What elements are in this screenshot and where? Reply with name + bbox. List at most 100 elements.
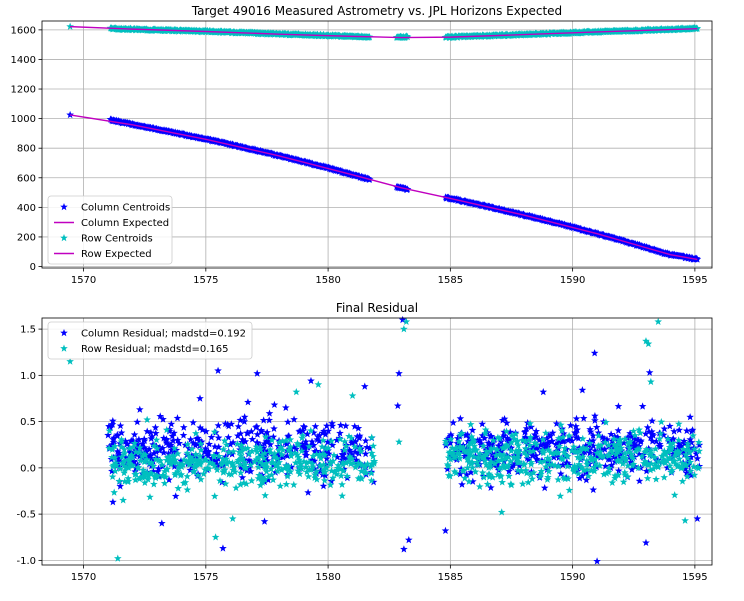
data-point: [303, 430, 312, 438]
data-point: [121, 437, 130, 445]
data-point: [262, 467, 271, 475]
data-point: [467, 438, 475, 446]
data-point: [536, 441, 545, 449]
data-point: [304, 488, 312, 496]
data-point: [214, 366, 222, 374]
data-point: [108, 420, 117, 428]
data-point: [238, 444, 246, 452]
x-tick-label: 1585: [438, 275, 463, 286]
data-point: [214, 433, 223, 442]
data-point: [324, 449, 333, 458]
data-point: [211, 442, 219, 450]
data-point: [197, 446, 205, 454]
data-point: [104, 431, 112, 439]
data-point: [291, 449, 300, 457]
data-point: [614, 456, 622, 464]
data-point: [183, 472, 192, 480]
data-point: [369, 478, 378, 486]
data-point: [170, 429, 178, 437]
data-point: [183, 440, 192, 448]
data-point: [621, 454, 630, 462]
data-point: [138, 473, 146, 481]
data-point: [238, 438, 246, 446]
data-point: [130, 430, 139, 438]
data-point: [445, 449, 454, 457]
data-point: [666, 422, 674, 430]
data-point: [117, 437, 126, 446]
data-point: [621, 456, 630, 464]
data-point: [200, 455, 209, 464]
data-point: [681, 516, 689, 524]
data-point: [161, 472, 170, 481]
data-point: [476, 449, 484, 458]
data-point: [116, 464, 125, 472]
data-point: [627, 458, 635, 466]
data-point: [623, 433, 632, 442]
data-point: [262, 459, 271, 467]
legend-box: [47, 321, 253, 360]
plot-marks: [66, 315, 704, 565]
data-point: [211, 533, 220, 541]
data-point: [480, 473, 488, 481]
data-point: [453, 434, 462, 442]
data-point: [217, 460, 226, 468]
data-point: [328, 419, 336, 427]
data-point: [311, 422, 320, 430]
data-point: [242, 479, 251, 488]
data-point: [258, 478, 267, 486]
data-point: [320, 427, 328, 435]
data-point: [175, 460, 184, 469]
data-point: [295, 427, 303, 435]
data-point: [693, 24, 702, 32]
data-point: [464, 441, 473, 449]
data-point: [151, 455, 160, 463]
data-point: [212, 462, 221, 471]
data-point: [125, 460, 133, 468]
data-point: [208, 457, 216, 465]
data-point: [594, 431, 603, 440]
data-point: [576, 447, 584, 455]
data-point: [145, 459, 154, 467]
data-point: [363, 459, 372, 468]
data-point: [278, 437, 287, 445]
data-point: [367, 433, 376, 441]
data-point: [636, 429, 645, 437]
data-point: [450, 452, 458, 460]
data-point: [507, 446, 516, 455]
data-point: [216, 476, 224, 485]
data-point: [361, 449, 370, 458]
data-point: [686, 467, 695, 475]
data-point: [242, 464, 250, 472]
data-point: [336, 429, 344, 437]
data-point: [512, 447, 520, 455]
data-point: [308, 460, 317, 468]
data-point: [467, 432, 476, 441]
data-point: [201, 465, 209, 474]
data-point: [356, 473, 365, 482]
data-point: [229, 466, 237, 474]
data-point: [323, 454, 331, 462]
data-point: [555, 434, 563, 442]
data-point: [595, 461, 604, 469]
data-point: [517, 466, 526, 474]
data-point: [233, 457, 242, 466]
data-point: [498, 442, 507, 450]
data-point: [402, 317, 411, 325]
data-point: [511, 430, 520, 438]
data-point: [167, 446, 176, 454]
data-point: [486, 459, 495, 467]
data-point: [313, 475, 321, 483]
data-point: [308, 437, 316, 445]
data-point: [108, 467, 116, 475]
data-point: [582, 476, 591, 484]
data-point: [610, 434, 618, 443]
data-point: [655, 434, 664, 443]
data-point: [312, 467, 321, 475]
data-point: [670, 445, 678, 453]
data-point: [498, 462, 507, 471]
data-point: [404, 536, 413, 544]
data-point: [261, 491, 269, 499]
data-point: [632, 447, 640, 455]
data-point: [641, 457, 650, 465]
data-point: [612, 455, 620, 463]
